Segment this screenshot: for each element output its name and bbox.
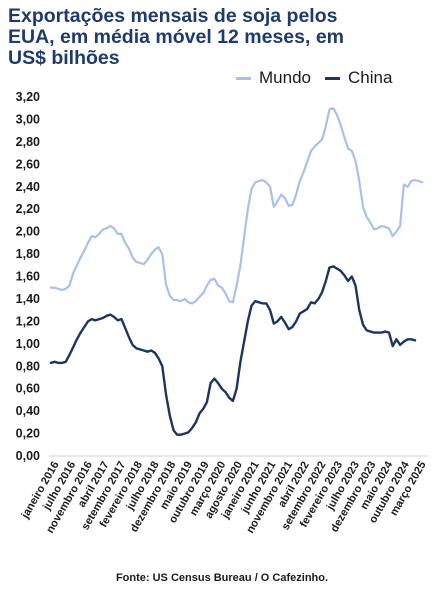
- y-tick-label: 2,60: [16, 157, 40, 171]
- y-tick-label: 0,60: [16, 382, 40, 396]
- y-tick-label: 2,00: [16, 225, 40, 239]
- series-line-china: [49, 265, 417, 436]
- chart-title-line-2: EUA, em média móvel 12 meses, em: [8, 26, 345, 48]
- y-tick-label: 0,80: [16, 359, 40, 373]
- y-tick-label: 1,20: [16, 314, 40, 328]
- y-tick-label: 0,40: [16, 404, 40, 418]
- y-tick-label: 3,00: [16, 112, 40, 126]
- y-tick-label: 2,80: [16, 135, 40, 149]
- y-tick-label: 2,40: [16, 180, 40, 194]
- y-tick-label: 1,40: [16, 292, 40, 306]
- y-tick-label: 0,20: [16, 427, 40, 441]
- y-axis: 0,00 0,20 0,40 0,60 0,80 1,00 1,20 1,40 1,60 1,80…: [16, 90, 40, 463]
- y-tick-label: 3,20: [16, 90, 40, 104]
- legend-swatch-mundo: [236, 76, 251, 80]
- chart-title-line-3: US$ bilhões: [8, 47, 120, 69]
- legend-item-china: China: [324, 68, 393, 88]
- source-note: Fonte: US Census Bureau / O Cafezinho.: [115, 572, 329, 584]
- legend-label-mundo: Mundo: [259, 68, 311, 87]
- legend-item-mundo: Mundo: [236, 68, 311, 88]
- chart-title-line-1: Exportações mensais de soja pelos: [8, 5, 338, 27]
- legend-label-china: China: [347, 68, 393, 87]
- series-line-mundo: [49, 107, 424, 305]
- y-tick-label: 1,80: [16, 247, 40, 261]
- chart-legend: Mundo China: [236, 68, 406, 88]
- y-tick-label: 1,60: [16, 270, 40, 284]
- series-layer: [49, 107, 424, 436]
- y-tick-label: 2,20: [16, 202, 40, 216]
- chart-title: Exportações mensais de soja pelos EUA, e…: [8, 6, 438, 69]
- y-tick-label: 1,00: [16, 337, 40, 351]
- y-tick-label: 0,00: [16, 449, 40, 463]
- legend-swatch-china: [324, 76, 340, 80]
